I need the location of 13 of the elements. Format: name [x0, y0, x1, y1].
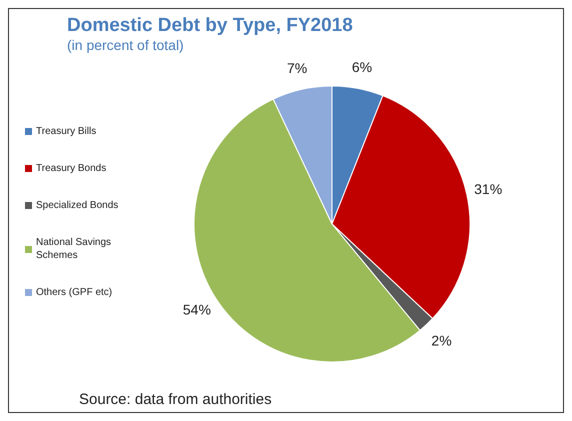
legend-label: Others (GPF etc) [36, 286, 114, 300]
chart-subtitle: (in percent of total) [66, 37, 185, 53]
chart-title: Domestic Debt by Type, FY2018 [66, 14, 354, 37]
data-label: 54% [182, 302, 211, 318]
data-label: 31% [474, 181, 502, 198]
data-label: 6% [352, 58, 372, 75]
source-note: Source: data from authorities [79, 391, 272, 408]
legend-label: National Savings Schemes [36, 236, 112, 263]
data-label: 7% [286, 60, 308, 76]
legend-label: Treasury Bonds [36, 162, 108, 176]
legend-label: Treasury Bills [36, 125, 98, 139]
legend-label: Specialized Bonds [36, 199, 120, 213]
data-label: 2% [431, 332, 452, 349]
